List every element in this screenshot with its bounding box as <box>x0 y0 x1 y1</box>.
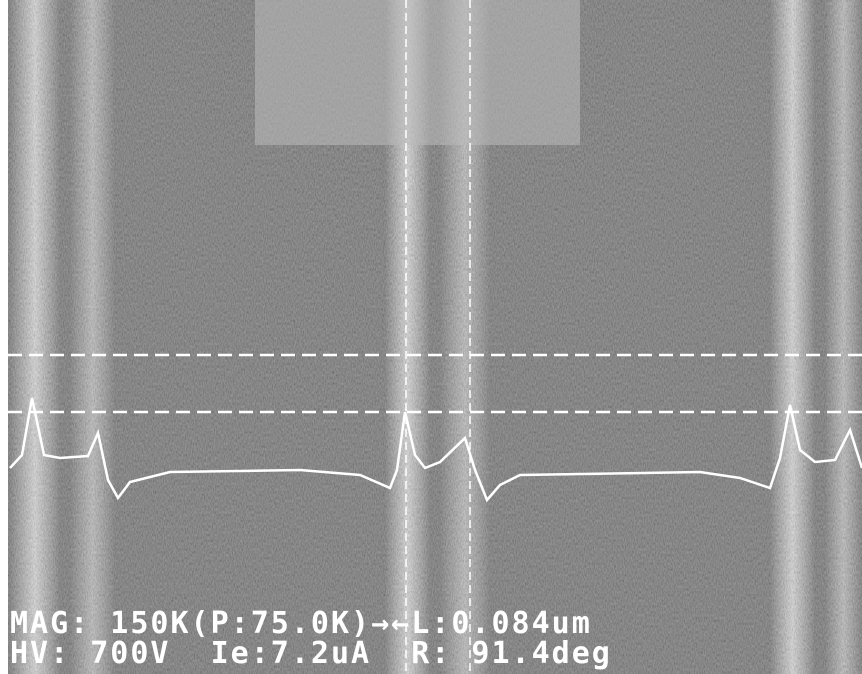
left-edge <box>0 0 8 674</box>
sem-image: MAG: 150K(P:75.0K)→←L:0.084um HV: 700V I… <box>0 0 862 674</box>
watermark <box>255 0 580 145</box>
overlay-text: HV: 700V Ie:7.2uA R: 91.4deg <box>10 636 612 671</box>
